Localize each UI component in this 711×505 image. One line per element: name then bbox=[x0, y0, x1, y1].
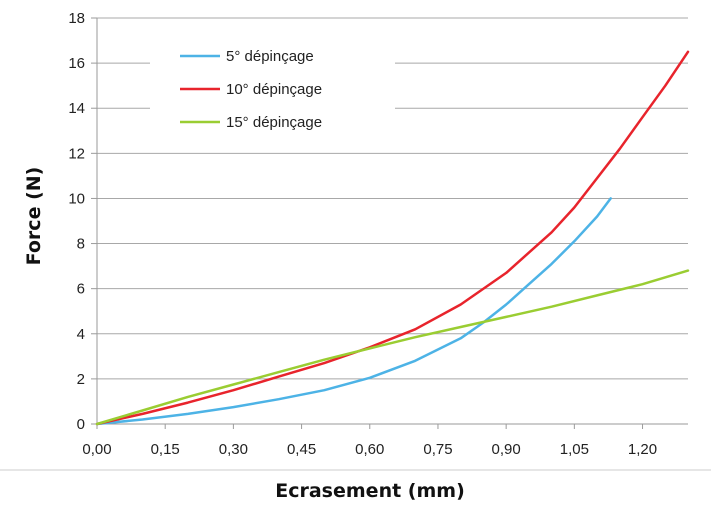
x-tick-label: 1,20 bbox=[628, 441, 657, 458]
x-tick-label: 0,75 bbox=[423, 441, 452, 458]
x-tick-label: 0,60 bbox=[355, 441, 384, 458]
series-line-3 bbox=[95, 269, 690, 426]
x-tick-label: 0,30 bbox=[219, 441, 248, 458]
legend: 5° dépinçage 10° dépinçage 15° dépinçage bbox=[150, 42, 395, 138]
y-tick-label: 0 bbox=[77, 416, 85, 433]
x-tick-label: 1,05 bbox=[560, 441, 589, 458]
y-tick-label: 8 bbox=[77, 236, 85, 253]
y-tick-label: 2 bbox=[77, 371, 85, 388]
y-tick-label: 14 bbox=[68, 100, 85, 117]
x-tick-label: 0,45 bbox=[287, 441, 316, 458]
x-axis-title: Ecrasement (mm) bbox=[275, 480, 465, 502]
x-tick-label: 0,15 bbox=[151, 441, 180, 458]
y-axis-title: Force (N) bbox=[23, 167, 45, 266]
y-axis-ticks: 0 2 4 6 8 10 12 14 16 18 bbox=[68, 10, 97, 433]
x-axis-ticks: 0,00 0,15 0,30 0,45 0,60 0,75 0,90 1,05 1,20 bbox=[82, 424, 657, 458]
x-tick-label: 0,00 bbox=[82, 441, 111, 458]
series-line-2 bbox=[95, 50, 690, 426]
y-tick-label: 18 bbox=[68, 10, 85, 27]
y-tick-label: 12 bbox=[68, 145, 85, 162]
y-tick-label: 6 bbox=[77, 281, 85, 298]
y-tick-label: 4 bbox=[77, 326, 85, 343]
y-tick-label: 16 bbox=[68, 55, 85, 72]
series-line-1 bbox=[95, 197, 612, 426]
y-tick-label: 10 bbox=[68, 190, 85, 207]
legend-label: 5° dépinçage bbox=[226, 48, 314, 65]
series-lines bbox=[95, 50, 690, 426]
x-tick-label: 0,90 bbox=[492, 441, 521, 458]
legend-label: 15° dépinçage bbox=[226, 114, 322, 131]
legend-label: 10° dépinçage bbox=[226, 81, 322, 98]
